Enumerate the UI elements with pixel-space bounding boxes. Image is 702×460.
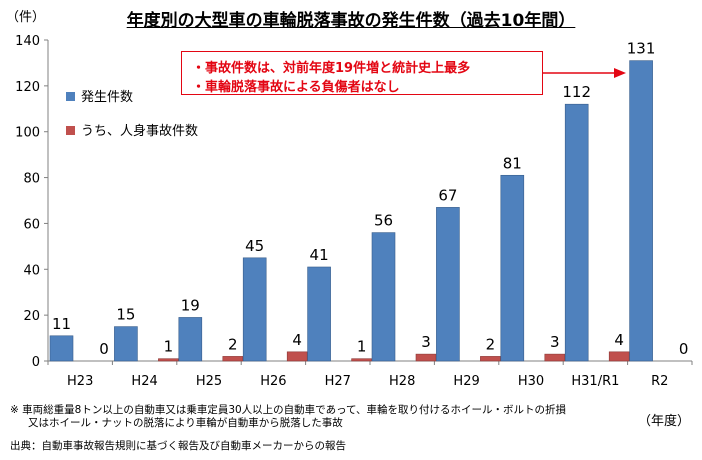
bar-injury (544, 353, 566, 362)
x-tick-label: R2 (651, 374, 668, 389)
legend-swatch (66, 126, 75, 135)
y-tick-label: 40 (23, 263, 40, 278)
y-axis-unit: （件） (6, 10, 46, 25)
data-label-total: 19 (181, 296, 200, 314)
bar-injury (351, 358, 372, 362)
x-tick-label: H31/R1 (571, 374, 619, 389)
bar-total (114, 326, 138, 362)
data-label-total: 45 (245, 237, 264, 255)
annotation-arrow-head (614, 68, 626, 78)
data-label-total: 112 (562, 83, 591, 101)
y-tick-label: 80 (23, 172, 40, 187)
bar-total (49, 335, 74, 362)
annotation-box: ・事故件数は、対前年度19件増と統計史上最多 ・車輪脱落事故による負傷者はなし (181, 51, 543, 95)
data-label-injury: 2 (486, 335, 496, 353)
footnote-line-1: ※ 車両総重量8トン以上の自動車又は乗車定員30人以上の自動車であって、車輪を取… (10, 404, 567, 416)
bar-total (178, 317, 203, 362)
data-label-total: 15 (116, 306, 135, 324)
x-tick-label: H25 (196, 374, 222, 389)
data-label-total: 131 (627, 40, 656, 58)
annotation-line-2: ・車輪脱落事故による負傷者はなし (192, 80, 400, 95)
x-tick-label: H24 (131, 374, 157, 389)
bar-injury (415, 353, 437, 362)
source-note: 出典：自動車事故報告規則に基づく報告及び自動車メーカーからの報告 (10, 440, 346, 452)
y-tick-label: 20 (23, 309, 40, 324)
bar-total (564, 103, 589, 362)
bar-total (242, 257, 267, 362)
annotation-line-1: ・事故件数は、対前年度19件増と統計史上最多 (192, 61, 471, 76)
y-tick-label: 120 (15, 80, 40, 95)
y-tick-label: 60 (23, 217, 40, 232)
bar-total (500, 174, 525, 362)
bar-injury (158, 358, 179, 362)
x-tick-label: H29 (453, 374, 479, 389)
legend-swatch (66, 92, 75, 101)
x-axis-unit: （年度） (637, 414, 690, 429)
data-label-total: 56 (374, 212, 393, 230)
x-tick-label: H28 (389, 374, 415, 389)
y-tick-label: 100 (15, 126, 40, 141)
data-label-total: 81 (503, 154, 522, 172)
x-tick-label: H23 (67, 374, 93, 389)
bar-total (436, 207, 460, 362)
data-label-injury: 0 (679, 340, 689, 358)
y-tick-label: 0 (32, 355, 40, 370)
bar-injury (480, 356, 501, 362)
bar-injury (286, 351, 308, 362)
x-tick-label: H26 (260, 374, 286, 389)
data-label-total: 67 (438, 186, 457, 204)
legend-label: 発生件数 (81, 90, 133, 105)
data-label-total: 11 (52, 315, 71, 333)
data-label-injury: 4 (292, 331, 302, 349)
x-tick-label: H27 (325, 374, 351, 389)
bar-total (371, 232, 396, 362)
data-label-total: 41 (310, 246, 329, 264)
legend-label: うち、人身事故件数 (81, 123, 198, 139)
bar-total (307, 266, 331, 362)
data-label-injury: 3 (421, 333, 431, 351)
y-tick-label: 140 (15, 34, 40, 49)
bar-total (629, 60, 653, 362)
footnote-line-2: 又はホイール・ナットの脱落により車輪が自動車から脱落した事故 (28, 417, 343, 429)
bar-injury (222, 356, 244, 362)
data-label-injury: 3 (550, 333, 560, 351)
data-label-injury: 4 (614, 331, 624, 349)
bar-injury (608, 351, 630, 362)
data-label-injury: 0 (99, 340, 109, 358)
x-tick-label: H30 (518, 374, 544, 389)
data-label-injury: 1 (357, 338, 367, 356)
data-label-injury: 1 (164, 338, 174, 356)
chart-title: 年度別の大型車の車輪脱落事故の発生件数（過去10年間） (126, 11, 576, 31)
data-label-injury: 2 (228, 335, 238, 353)
